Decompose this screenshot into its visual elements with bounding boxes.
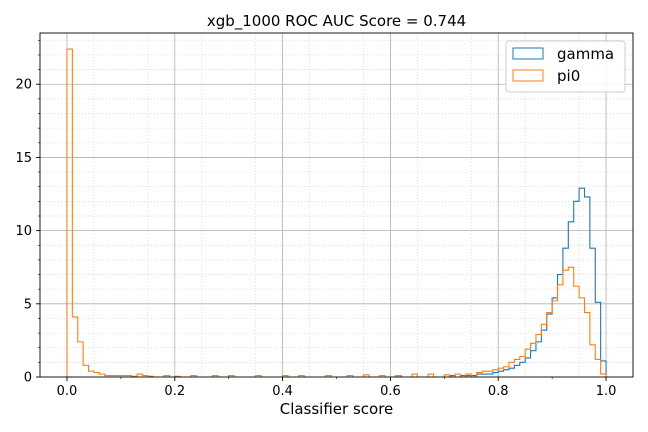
legend-swatch-pi0: [512, 69, 544, 82]
legend: gamma pi0: [505, 40, 626, 93]
x-tick-label: 0.8: [488, 384, 509, 399]
chart-title: xgb_1000 ROC AUC Score = 0.744: [207, 12, 466, 31]
x-tick-label: 1.0: [596, 384, 617, 399]
series-pi0-histogram: [66, 48, 607, 377]
x-tick-label: 0.2: [164, 384, 185, 399]
legend-label-gamma: gamma: [557, 45, 614, 63]
y-tick-label: 15: [15, 151, 32, 166]
y-tick-label: 20: [15, 78, 32, 93]
legend-swatch-gamma: [512, 47, 544, 60]
x-tick-label: 0.6: [380, 384, 401, 399]
y-tick-label: 10: [15, 224, 32, 239]
y-tick-label: 0: [24, 371, 32, 386]
x-axis-label: Classifier score: [280, 400, 394, 418]
axis-ticks: 0.0 0.2 0.4 0.6 0.8 1.0 0 5 10 15 20: [15, 40, 616, 399]
legend-box: [505, 40, 626, 93]
x-tick-label: 0.4: [272, 384, 293, 399]
x-tick-label: 0.0: [57, 384, 78, 399]
legend-label-pi0: pi0: [557, 67, 580, 85]
y-tick-label: 5: [24, 297, 32, 312]
